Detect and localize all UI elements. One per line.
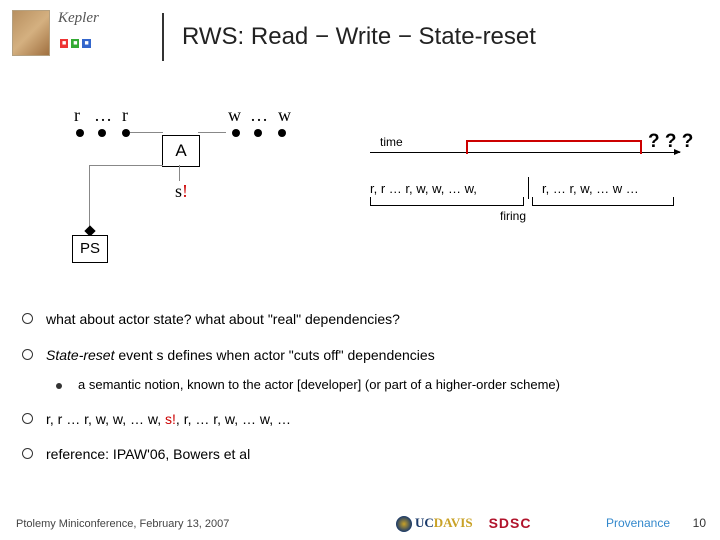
sdsc-logo: SDSC [489, 515, 532, 531]
r-label-left: r [74, 105, 80, 126]
bullet-2-text: State-reset event s defines when actor "… [46, 344, 435, 368]
ucdavis-logo: UCDAVIS [396, 515, 473, 532]
w-dot [232, 129, 240, 137]
bullet-1-text: what about actor state? what about "real… [46, 308, 400, 332]
firing-separator [528, 177, 529, 199]
bullet-1: what about actor state? what about "real… [22, 308, 702, 332]
page-number: 10 [693, 516, 706, 530]
uc-seal-icon [396, 516, 412, 532]
kepler-dots-icon: ■■■ [60, 32, 94, 50]
sub-bullet-icon [56, 383, 62, 389]
edge-ps-h [89, 165, 163, 166]
ps-box: PS [72, 235, 108, 263]
state-reset-label: s! [175, 181, 188, 202]
actor-box: A [162, 135, 200, 167]
firing-sequence-right: r, … r, w, … w … [542, 181, 639, 196]
footer-logos: UCDAVIS SDSC [396, 515, 531, 532]
w-dot [278, 129, 286, 137]
ellipsis-w: … [250, 105, 268, 126]
w-dot [254, 129, 262, 137]
firing-bracket-right [532, 197, 674, 206]
r-dot [98, 129, 106, 137]
r-label-right: r [122, 105, 128, 126]
edge-a-to-w [198, 132, 226, 133]
bullet-2-sub: a semantic notion, known to the actor [d… [56, 374, 702, 396]
firing-bracket-left [370, 197, 524, 206]
footer-provenance: Provenance [606, 516, 670, 530]
bullet-icon [22, 349, 33, 360]
header: Kepler ■■■ RWS: Read − Write − State-res… [0, 10, 720, 65]
edge-r-to-a [130, 132, 163, 133]
kepler-brand: Kepler [58, 10, 99, 27]
slide-title: RWS: Read − Write − State-reset [162, 13, 536, 61]
firing-label: firing [500, 209, 526, 223]
footer: Ptolemy Miniconference, February 13, 200… [16, 518, 706, 530]
bullet-icon [22, 448, 33, 459]
bullet-2-sub-text: a semantic notion, known to the actor [d… [78, 374, 560, 396]
bullet-list: what about actor state? what about "real… [22, 308, 702, 479]
bullet-icon [22, 313, 33, 324]
bullet-4-text: reference: IPAW'06, Bowers et al [46, 443, 250, 467]
bullet-icon [22, 413, 33, 424]
w-label-left: w [228, 105, 241, 126]
footer-left: Ptolemy Miniconference, February 13, 200… [16, 518, 229, 530]
ellipsis-r: … [94, 105, 112, 126]
time-label: time [380, 135, 403, 149]
firing-sequence-left: r, r … r, w, w, … w, [370, 181, 477, 196]
bullet-4: reference: IPAW'06, Bowers et al [22, 443, 702, 467]
bullet-2: State-reset event s defines when actor "… [22, 344, 702, 368]
rws-diagram: r … r A w … w s! PS time ? ? ? r, r … r,… [0, 105, 720, 275]
kepler-portrait-icon [12, 10, 50, 56]
r-dot [122, 129, 130, 137]
edge-a-to-s [179, 165, 180, 181]
r-dot [76, 129, 84, 137]
bullet-3: r, r … r, w, w, … w, s!, r, … r, w, … w,… [22, 408, 702, 432]
w-label-right: w [278, 105, 291, 126]
replay-bracket [466, 140, 642, 154]
question-marks: ? ? ? [648, 131, 693, 153]
bullet-3-text: r, r … r, w, w, … w, s!, r, … r, w, … w,… [46, 408, 291, 432]
